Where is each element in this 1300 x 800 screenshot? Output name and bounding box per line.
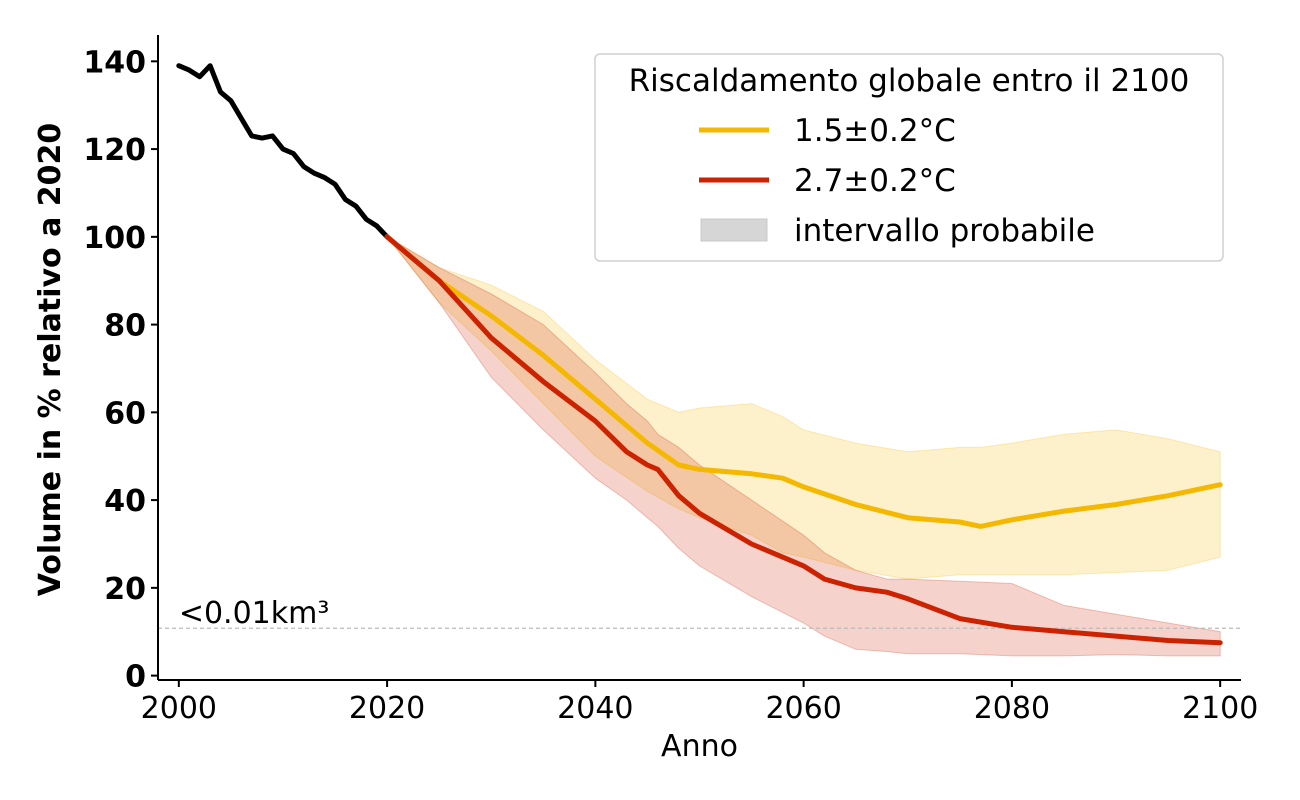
x-tick-label: 2100 xyxy=(1182,691,1258,726)
legend: Riscaldamento globale entro il 2100 1.5±… xyxy=(594,53,1224,262)
series-line-0 xyxy=(176,63,390,240)
legend-item-label: intervallo probabile xyxy=(794,213,1095,249)
likely-range-bands xyxy=(386,236,1221,657)
x-tick-label: 2000 xyxy=(141,691,217,726)
x-tick-label: 2060 xyxy=(765,691,841,726)
legend-item-label: 2.7±0.2°C xyxy=(794,163,956,199)
y-tick-label: 60 xyxy=(104,396,146,431)
axes xyxy=(157,35,1241,681)
x-axis-title: Anno xyxy=(661,729,738,764)
legend-swatch-patch xyxy=(700,218,768,242)
series-line-2 xyxy=(384,234,1223,646)
band-series-1 xyxy=(386,236,1221,580)
x-ticks: 2000 2020 2040 2060 2080 2100 xyxy=(141,680,1258,726)
legend-items: 1.5±0.2°C 2.7±0.2°C intervallo probabile xyxy=(699,113,1095,249)
y-tick-label: 120 xyxy=(83,133,146,168)
threshold-label: <0.01km³ xyxy=(179,596,330,631)
legend-item-label: 1.5±0.2°C xyxy=(794,113,956,149)
y-ticks: 0 20 40 60 80 100 120 140 xyxy=(83,45,158,695)
x-tick-label: 2080 xyxy=(974,691,1050,726)
legend-frame xyxy=(594,53,1224,262)
y-tick-label: 140 xyxy=(83,45,146,80)
y-tick-label: 20 xyxy=(104,572,146,607)
x-tick-label: 2020 xyxy=(349,691,425,726)
y-tick-label: 40 xyxy=(104,484,146,519)
series-lines xyxy=(176,63,1223,646)
threshold-line-group: <0.01km³ xyxy=(158,596,1241,631)
y-tick-label: 0 xyxy=(125,660,146,695)
series-line-1 xyxy=(384,234,1223,529)
y-tick-label: 80 xyxy=(104,309,146,344)
x-tick-label: 2040 xyxy=(557,691,633,726)
y-axis-title: Volume in % relativo a 2020 xyxy=(33,123,68,597)
y-tick-label: 100 xyxy=(83,221,146,256)
legend-title: Riscaldamento globale entro il 2100 xyxy=(629,63,1190,99)
